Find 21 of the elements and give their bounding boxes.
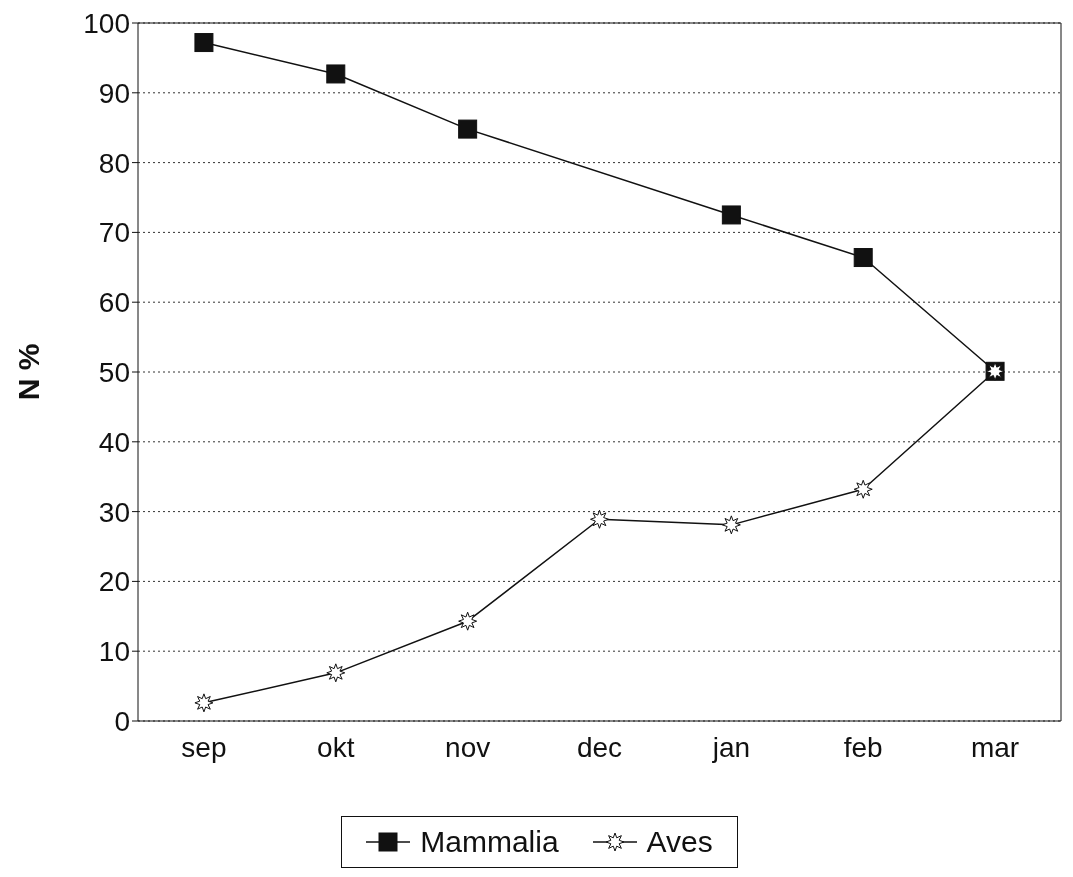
y-tick-label: 100 (83, 7, 130, 39)
legend-label: Mammalia (420, 825, 559, 859)
y-tick-label: 60 (98, 287, 130, 319)
y-tick-label: 20 (98, 566, 130, 598)
y-tick-label: 90 (98, 77, 130, 109)
y-tick-label: 50 (98, 356, 130, 388)
y-tick-label: 30 (98, 496, 130, 528)
x-tick-label: sep (181, 731, 227, 763)
legend-label: Aves (646, 825, 713, 859)
y-tick-label: 10 (98, 636, 130, 668)
x-tick-label: nov (445, 731, 491, 763)
x-tick-label: okt (317, 731, 355, 763)
y-tick-label: 70 (98, 217, 130, 249)
y-tick-label: 40 (98, 426, 130, 458)
y-tick-label: 0 (114, 705, 130, 737)
y-tick-label: 80 (98, 147, 130, 179)
x-tick-label: mar (970, 731, 1020, 763)
x-tick-label: jan (711, 731, 751, 763)
x-tick-label: feb (843, 731, 883, 763)
y-axis-title: N % (11, 343, 45, 401)
x-tick-label: dec (576, 731, 623, 763)
